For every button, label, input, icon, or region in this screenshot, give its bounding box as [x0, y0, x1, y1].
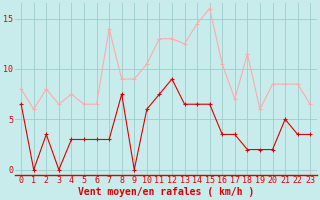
- X-axis label: Vent moyen/en rafales ( km/h ): Vent moyen/en rafales ( km/h ): [77, 187, 254, 197]
